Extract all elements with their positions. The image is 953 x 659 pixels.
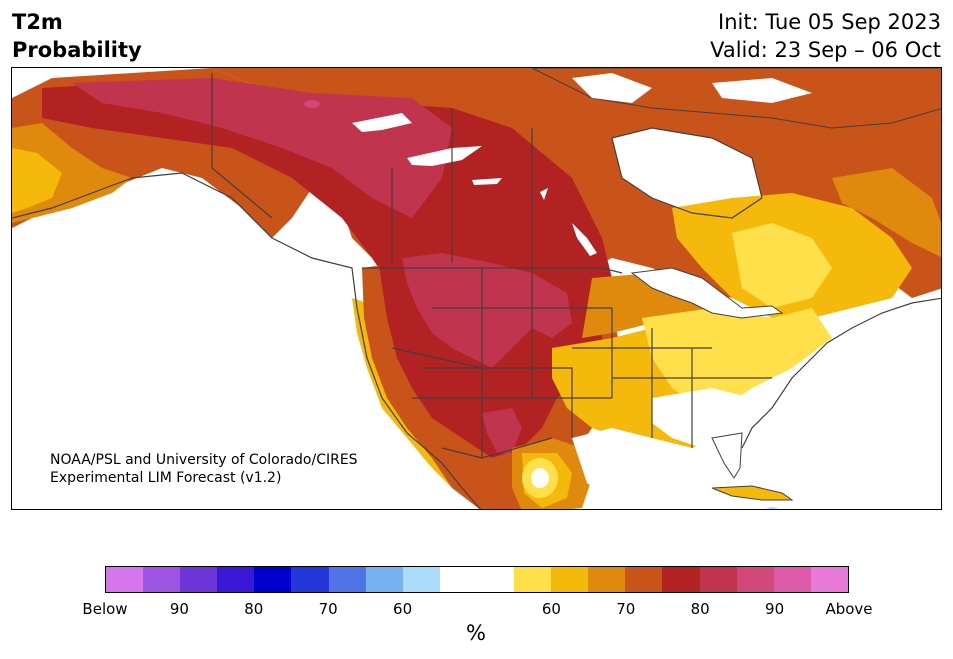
pink-spot-canada (304, 100, 320, 108)
florida (711, 432, 743, 479)
colorbar-segment (773, 567, 811, 592)
reindeer-lake (540, 188, 548, 200)
colorbar-segment (365, 567, 403, 592)
title-line-1: T2m (12, 10, 63, 34)
gulf-of-mexico (572, 428, 712, 498)
colorbar-unit: % (466, 621, 486, 645)
arctic-water-gaps (572, 73, 812, 103)
western-us-crimson (402, 253, 572, 368)
init-date: Init: Tue 05 Sep 2023 (718, 10, 941, 34)
colorbar-tick-label: 60 (393, 600, 413, 618)
hudson-bay (612, 128, 762, 218)
colorbar-segment (810, 567, 848, 592)
colorbar-segment (402, 567, 440, 592)
map-canvas: NOAA/PSL and University of Colorado/CIRE… (12, 68, 941, 509)
lake-winnipeg (572, 223, 597, 256)
great-lakes (630, 267, 784, 319)
mexico-white-core (531, 468, 549, 488)
title-line-2: Probability (12, 38, 142, 62)
colorbar-segment (106, 567, 144, 592)
colorbar-tick-label: Below (82, 600, 128, 618)
great-slave-lake (407, 146, 482, 166)
colorbar-segment (551, 567, 589, 592)
colorbar-tick-label: Above (825, 600, 873, 618)
colorbar-segment (736, 567, 774, 592)
eastern-us-lightyellow (642, 308, 832, 408)
forecast-dates: Init: Tue 05 Sep 2023 Valid: 23 Sep – 06… (710, 8, 941, 64)
colorbar-tick-label: 70 (616, 600, 636, 618)
political-boundaries (211, 73, 772, 459)
coastlines (12, 127, 941, 509)
colorbar-segment (180, 567, 218, 592)
probability-colorbar (105, 566, 849, 593)
probability-map: NOAA/PSL and University of Colorado/CIRE… (11, 67, 942, 510)
lake-athabasca (472, 178, 502, 185)
colorbar-segment (662, 567, 700, 592)
southeast-white (652, 388, 772, 478)
colorbar-segment (439, 567, 477, 592)
colorbar-tick-label: 80 (690, 600, 710, 618)
colorbar-segment (625, 567, 663, 592)
credit-line-2: Experimental LIM Forecast (v1.2) (50, 470, 281, 486)
labrador-orange (832, 168, 941, 258)
colorbar-tick-label: 60 (541, 600, 561, 618)
credit-line-1: NOAA/PSL and University of Colorado/CIRE… (50, 452, 358, 468)
colorbar-tick-label: 90 (169, 600, 189, 618)
great-bear-lake (352, 113, 412, 132)
colorbar-tick-label: 90 (765, 600, 785, 618)
map-title: T2m Probability (12, 8, 142, 64)
colorbar-segment (291, 567, 329, 592)
colorbar-segment (217, 567, 255, 592)
colorbar-segment (699, 567, 737, 592)
colorbar-segment (588, 567, 626, 592)
valid-period: Valid: 23 Sep – 06 Oct (710, 38, 941, 62)
mexico-crimson (482, 408, 522, 453)
colorbar-segment (514, 567, 552, 592)
colorbar-segment (254, 567, 292, 592)
below-normal-spot (766, 507, 778, 509)
colorbar-segment (143, 567, 181, 592)
colorbar-segment (476, 567, 515, 592)
colorbar-segment (328, 567, 366, 592)
central-canada-crimson (72, 78, 452, 218)
colorbar-tick-label: 80 (244, 600, 264, 618)
colorbar-tick-label: 70 (318, 600, 338, 618)
eastern-canada-lightyellow (732, 223, 832, 308)
alaska-yellow-band (12, 148, 62, 213)
cuba (711, 485, 794, 501)
